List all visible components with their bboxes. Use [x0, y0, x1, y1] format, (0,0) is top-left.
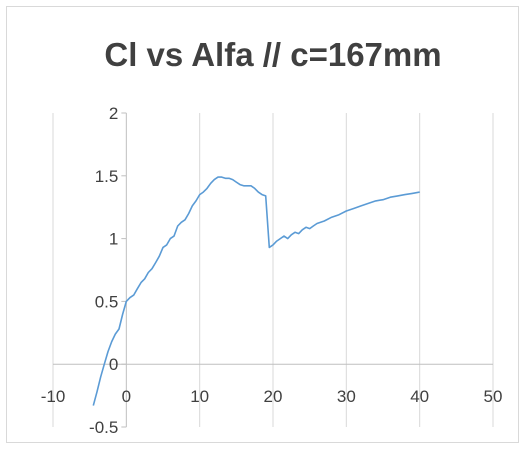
y-tick-label: 2 — [109, 104, 118, 123]
grid — [52, 113, 494, 427]
x-tick-label: 30 — [337, 387, 356, 406]
series-line — [92, 176, 420, 406]
x-tick-label: 10 — [190, 387, 209, 406]
chart-border — [6, 6, 519, 443]
x-tick-label: 0 — [122, 387, 131, 406]
y-tick-label: 1 — [109, 230, 118, 249]
chart-title: Cl vs Alfa // c=167mm — [104, 36, 441, 73]
y-tick-label: -0.5 — [89, 418, 118, 437]
y-tick-label: 0 — [109, 355, 118, 374]
series-layer — [92, 176, 420, 406]
y-tick-label: 1.5 — [95, 167, 119, 186]
x-tick-label: 40 — [410, 387, 429, 406]
x-tick-label: 20 — [264, 387, 283, 406]
y-tick-label: 0.5 — [95, 292, 119, 311]
x-tick-label: 50 — [484, 387, 503, 406]
axes — [53, 112, 493, 428]
tick-labels: -0.500.511.52-10 0 10 20 30 40 50 — [41, 104, 503, 437]
x-tick-label: -10 — [41, 387, 66, 406]
